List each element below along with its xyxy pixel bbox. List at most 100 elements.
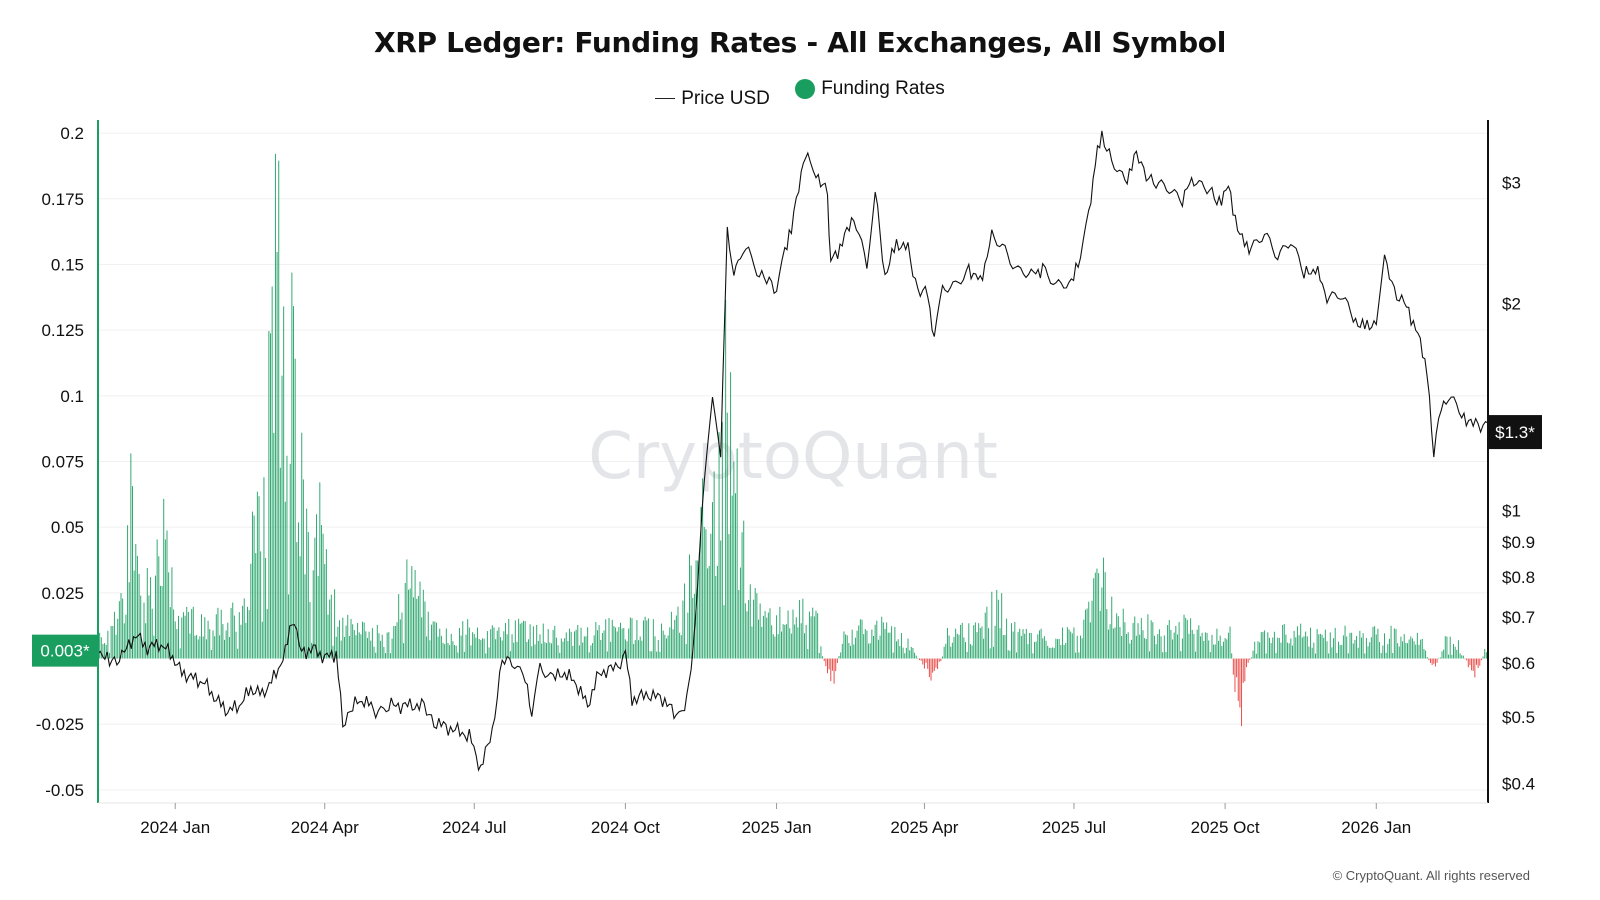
legend-item-price[interactable]: Price USD — [655, 88, 770, 110]
funding-bar — [529, 624, 531, 659]
funding-bar — [1030, 632, 1032, 659]
funding-bar — [201, 614, 203, 659]
funding-bar — [1043, 636, 1045, 659]
funding-bar — [171, 567, 173, 659]
funding-bar — [812, 607, 814, 659]
funding-bar — [634, 640, 636, 659]
funding-bar — [230, 607, 232, 659]
funding-bar — [187, 611, 189, 659]
funding-bar — [764, 611, 766, 659]
funding-bar — [1126, 633, 1128, 659]
funding-bar — [1193, 633, 1195, 659]
funding-bar — [1094, 572, 1096, 659]
funding-bar — [915, 655, 917, 659]
funding-bar — [1471, 658, 1473, 671]
funding-bar — [496, 630, 498, 659]
funding-bar — [1415, 644, 1417, 659]
funding-bar — [843, 631, 845, 659]
funding-bar — [1237, 658, 1239, 701]
funding-bar — [1150, 620, 1152, 659]
funding-bar — [1392, 653, 1394, 659]
funding-bar — [917, 658, 919, 659]
funding-bar — [991, 591, 993, 659]
funding-bar — [161, 586, 163, 659]
funding-bar — [467, 619, 469, 659]
funding-bar — [1060, 645, 1062, 659]
right-tick-label: $0.4 — [1502, 775, 1535, 794]
left-tick-label: -0.025 — [36, 715, 84, 734]
funding-bar — [1111, 596, 1113, 659]
funding-bar — [787, 610, 789, 659]
funding-bar — [215, 614, 217, 659]
funding-bar — [334, 589, 336, 659]
funding-bar — [332, 645, 334, 659]
funding-bar — [238, 612, 240, 659]
funding-bar — [710, 533, 712, 659]
funding-bar — [122, 598, 124, 659]
funding-bar — [110, 625, 112, 659]
funding-bar — [1076, 635, 1078, 659]
funding-bar — [1351, 632, 1353, 659]
funding-bar — [181, 617, 183, 659]
funding-bar — [1305, 631, 1307, 659]
chart-legend: Price USD Funding Rates — [0, 78, 1600, 110]
funding-bar — [1306, 636, 1308, 659]
funding-bar — [1400, 636, 1402, 659]
funding-bar — [661, 623, 663, 659]
funding-bar — [942, 656, 944, 659]
funding-bar — [909, 650, 911, 659]
funding-bar — [1234, 658, 1236, 692]
funding-bar — [343, 636, 345, 659]
funding-bar — [1063, 644, 1065, 659]
funding-bar — [869, 643, 871, 659]
funding-bar — [871, 629, 873, 659]
funding-bar — [1443, 649, 1445, 659]
funding-bar — [960, 624, 962, 659]
funding-bar — [688, 554, 690, 659]
funding-bar — [176, 629, 178, 659]
funding-bar — [509, 651, 511, 659]
funding-bar — [1369, 642, 1371, 659]
funding-bar — [199, 636, 201, 659]
current-value-badges: 0.003* $1.3* — [32, 415, 1542, 667]
funding-bar — [1469, 658, 1471, 666]
funding-bar — [573, 631, 575, 659]
funding-bar — [123, 623, 125, 659]
funding-bar — [1364, 653, 1366, 659]
funding-bar — [465, 634, 467, 659]
funding-bar — [472, 632, 474, 659]
legend-item-funding[interactable]: Funding Rates — [795, 78, 945, 100]
funding-bar — [320, 524, 322, 659]
left-tick-label: 0.125 — [41, 321, 84, 340]
funding-bar — [1278, 637, 1280, 659]
funding-bar — [1185, 617, 1187, 659]
funding-bar — [633, 644, 635, 659]
funding-bar — [1209, 652, 1211, 659]
funding-bar — [169, 607, 171, 659]
funding-bar — [511, 634, 513, 659]
funding-bar — [112, 626, 114, 659]
funding-bar — [608, 618, 610, 659]
funding-bar — [417, 595, 419, 659]
funding-bar — [1019, 628, 1021, 659]
funding-bar — [1203, 640, 1205, 659]
funding-bar — [324, 564, 326, 659]
funding-bar — [1206, 632, 1208, 659]
funding-bar — [480, 640, 482, 659]
funding-bar — [128, 582, 130, 659]
right-tick-label: $3 — [1502, 174, 1521, 193]
funding-bar — [675, 615, 677, 659]
funding-bar — [919, 658, 921, 661]
funding-bar — [432, 621, 434, 659]
funding-bar — [1024, 633, 1026, 659]
funding-bar — [598, 625, 600, 659]
funding-bar — [317, 575, 319, 659]
funding-bar — [1218, 640, 1220, 659]
funding-bar — [1360, 637, 1362, 659]
funding-bar — [1425, 650, 1427, 659]
funding-bar — [1275, 653, 1277, 659]
funding-bar — [1047, 645, 1049, 659]
funding-bar — [365, 631, 367, 659]
funding-bar — [1140, 618, 1142, 659]
funding-bar — [810, 616, 812, 659]
